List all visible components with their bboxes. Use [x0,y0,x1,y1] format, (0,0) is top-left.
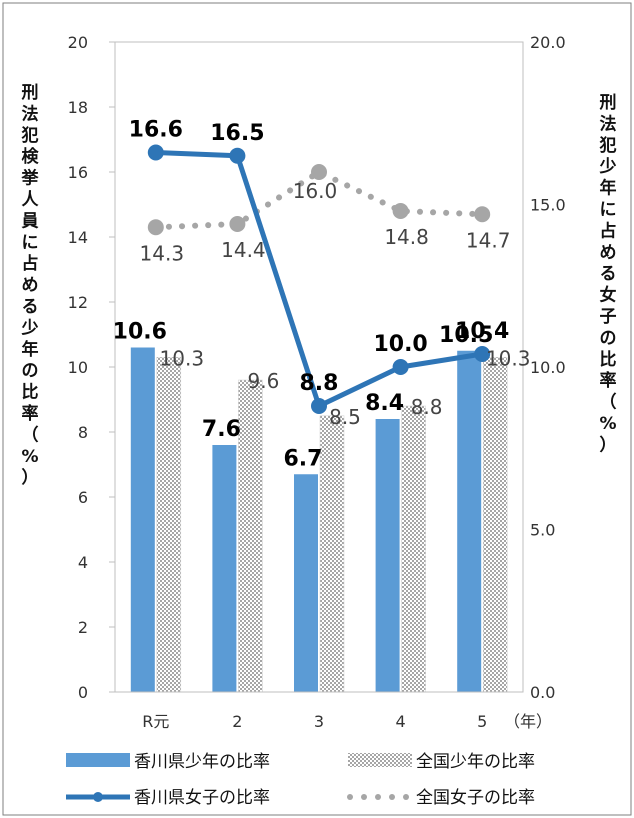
line-national-female [152,168,486,231]
bar-series [115,347,523,693]
legend-swatch-national-youth [348,753,412,767]
x-tick-label: 4 [396,712,406,731]
label-national-female: 14.3 [140,241,185,265]
legend-label: 全国少年の比率 [416,752,535,772]
x-tick-label: 2 [232,712,242,731]
right-tick-label: 10.0 [530,358,566,377]
left-tick-label: 0 [78,683,88,702]
axis-title: 刑法犯検挙人員に占める少年の比率（%） [21,83,40,488]
point-kagawa-female [392,359,409,375]
label-kagawa-female: 16.6 [129,118,183,143]
point-kagawa-female [229,147,246,164]
legend-label: 香川県女子の比率 [134,788,270,808]
point-national-female [229,216,246,232]
label-kagawa-youth: 10.6 [113,320,167,345]
right-tick-label: 5.0 [530,521,555,540]
left-axis-label: 刑法犯検挙人員に占める少年の比率（%） [21,83,40,488]
label-national-youth: 8.8 [411,395,443,419]
legend-dot [347,794,353,800]
legend-label: 全国女子の比率 [416,788,535,808]
legend-marker [93,792,103,802]
left-tick-label: 12 [68,293,88,312]
point-national-female [474,206,491,223]
bar-national-youth [319,415,345,693]
bar-kagawa-youth [375,419,400,692]
right-axis-label: 刑法犯少年に占める女子の比率（%） [599,93,617,455]
label-kagawa-female: 8.8 [300,371,339,396]
point-national-female [311,164,327,180]
bar-kagawa-youth [130,347,155,692]
legend-swatch-kagawa-youth [66,753,130,767]
left-axis-ticks: 0 2 4 6 8 10 12 14 16 18 20 [68,33,115,702]
x-tick-label: R元 [142,712,169,731]
legend-dot [375,794,381,800]
label-kagawa-female: 10.0 [373,332,427,357]
bar-national-youth [401,405,426,693]
legend-label: 香川県少年の比率 [134,752,270,772]
right-tick-label: 15.0 [530,196,566,215]
line-series [147,144,491,414]
left-tick-label: 16 [68,163,88,182]
x-axis-ticks: R元 2 3 4 5 （年） [142,712,552,731]
label-national-youth: 8.5 [329,405,361,429]
left-tick-label: 10 [68,358,88,377]
label-national-youth: 9.6 [247,369,279,393]
left-tick-label: 18 [68,98,88,117]
left-tick-label: 2 [78,618,88,637]
right-tick-label: 20.0 [530,33,566,52]
bar-kagawa-youth [457,350,482,692]
label-kagawa-youth: 8.4 [365,391,404,416]
label-kagawa-female: 16.5 [210,121,264,146]
label-kagawa-female: 10.4 [455,319,509,344]
point-kagawa-female [147,144,164,161]
label-national-female: 16.0 [293,179,338,203]
data-labels: 10.610.316.614.37.69.616.514.46.78.58.81… [113,118,531,472]
label-national-female: 14.8 [384,225,429,249]
bar-kagawa-youth [212,445,237,692]
left-tick-label: 6 [78,488,88,507]
point-kagawa-female [311,398,327,414]
left-tick-label: 8 [78,423,88,442]
axis-title: 刑法犯少年に占める女子の比率（%） [599,93,617,455]
label-national-female: 14.7 [466,228,511,252]
point-national-female [147,219,164,236]
x-tick-label: 3 [314,712,324,731]
x-unit-label: （年） [504,712,552,731]
label-national-youth: 10.3 [160,346,205,370]
left-tick-label: 4 [78,553,88,572]
legend-dot [389,794,395,800]
right-axis-ticks: 0.0 5.0 10.0 15.0 20.0 [530,33,566,702]
bar-national-youth [482,357,508,693]
bar-kagawa-youth [294,474,318,692]
right-tick-label: 0.0 [530,683,555,702]
bar-national-youth [156,357,182,693]
point-kagawa-female [474,346,491,362]
left-tick-label: 20 [68,33,88,52]
x-tick-label: 5 [477,712,487,731]
label-kagawa-youth: 7.6 [202,417,241,442]
label-national-youth: 10.3 [486,346,531,370]
left-tick-label: 14 [68,228,88,247]
label-national-female: 14.4 [221,238,266,262]
legend-dot [403,794,409,800]
label-kagawa-youth: 6.7 [284,446,323,471]
point-national-female [392,203,409,219]
legend-dot [361,794,367,800]
bar-national-youth [238,379,263,693]
label-kagawa-youth: 10.5 [439,323,493,348]
